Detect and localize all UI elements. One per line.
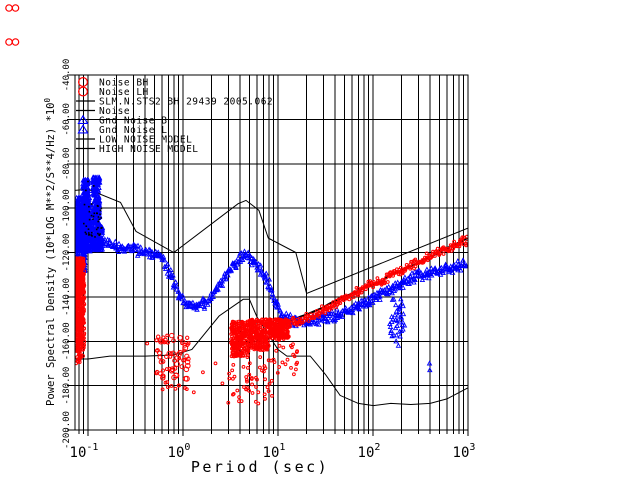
legend-item: SLM.N.STS2 BH 29439 2005.062 [76,96,273,107]
y-tick-label: -180.00 [62,367,72,405]
legend-label: Noise [99,106,130,117]
legend-label: Gnd Noise B [99,115,167,126]
legend-label: Noise BH [99,77,149,88]
corner-glyphs [5,4,20,46]
legend-triangle-icon [77,114,89,124]
scatter-layer [75,174,468,406]
legend-label: Gnd Noise L [99,125,167,136]
legend-item: Gnd Noise L [77,124,167,136]
model-curves [75,188,468,407]
model-curve [75,188,468,295]
y-tick-label: -60.00 [62,103,72,136]
y-tick-label: -200.00 [62,411,72,449]
y-tick-label: -80.00 [62,147,72,180]
y-tick-label: -140.00 [62,278,72,316]
legend-item: Noise BH [77,76,149,88]
legend-label: SLM.N.STS2 BH 29439 2005.062 [99,96,273,107]
legend-label: HIGH NOISE MODEL [99,144,199,155]
legend-item: LOW NOISE MODEL [76,134,192,145]
corner-red-icon [11,38,20,46]
legend-label: LOW NOISE MODEL [99,134,192,145]
legend-triangle-icon [77,124,89,134]
y-tick-label: -120.00 [62,234,72,272]
legend-circle-icon [77,86,88,97]
x-tick-label: 102 [358,442,381,461]
x-tick-label: 10-1 [70,442,99,461]
corner-red-icon [5,38,13,46]
corner-red-icon [11,4,20,12]
legend-item: Gnd Noise B [77,114,167,126]
x-axis-title: Period (sec) [191,458,329,476]
y-tick-label: -160.00 [62,322,72,360]
model-curve [75,298,468,407]
y-tick-label: -40.00 [62,59,72,92]
corner-red-icon [5,4,13,12]
legend-item: HIGH NOISE MODEL [76,144,199,155]
x-tick-label: 103 [453,442,476,461]
legend-item: Noise LH [77,86,149,98]
y-axis-title: Power Spectral Density (10*LOG M**2/S**4… [43,98,57,406]
y-tick-label: -100.00 [62,189,72,227]
legend-label: Noise LH [99,87,149,98]
legend-item: Noise [76,106,130,117]
x-tick-label: 100 [168,442,191,461]
legend-circle-icon [77,76,88,87]
